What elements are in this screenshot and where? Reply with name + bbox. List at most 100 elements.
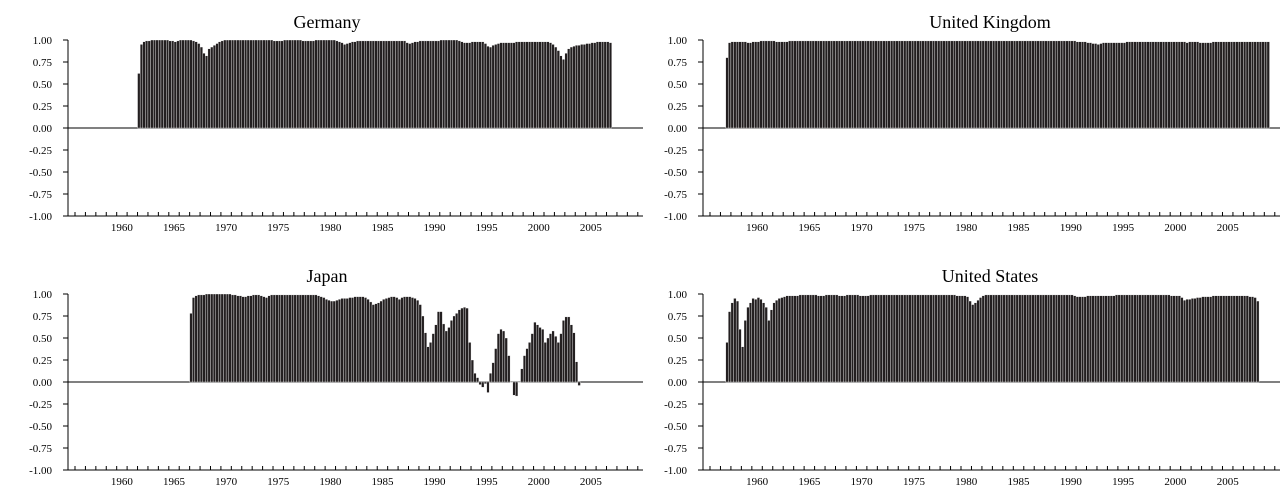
bar [194,41,198,129]
bar [966,40,970,129]
panel-germany: Germany 1.00 0.75 0.50 0.25 0.00 -0.25 -0.50 -0.… [29,12,643,234]
bar [530,333,534,383]
bar [528,342,532,383]
y-tick-label: 0.25 [668,101,688,113]
bar [1227,41,1231,129]
bar [984,40,988,129]
bar [546,337,550,383]
y-tick-label: -0.25 [664,145,687,157]
bar [764,307,768,383]
x-tick-label: 1980 [955,222,978,234]
bar [1049,40,1053,129]
bar [205,55,209,129]
bar [236,295,240,383]
bar [452,315,456,383]
bar [793,295,797,383]
bar [1190,41,1194,129]
bar [554,336,558,383]
bar [1047,40,1051,129]
bar [937,294,941,383]
bar [410,297,414,383]
bar [251,294,255,383]
bar [1026,294,1030,383]
bar [280,294,284,383]
bar [1201,296,1205,383]
bar [473,41,477,129]
bar [499,42,503,129]
bar [369,301,373,383]
bar [817,295,820,383]
bar [450,320,453,383]
bar [1201,42,1205,129]
bar [220,293,224,383]
x-tick-label: 1990 [1060,476,1083,488]
bar [1125,41,1129,129]
bar [345,298,349,383]
bar [577,381,581,386]
bar [1107,295,1111,383]
bar [163,39,167,129]
bar [335,40,339,129]
bar [244,39,248,129]
bar [809,294,813,383]
bar [950,294,954,383]
bar [225,39,229,129]
bar [361,296,365,383]
bar [793,40,797,129]
bar [1217,41,1221,129]
bar [945,40,949,129]
bar [358,40,362,129]
bar [418,304,422,383]
bar [1266,41,1270,129]
bar [827,294,831,383]
bar [926,40,930,129]
bar [1002,294,1006,383]
y-tick-label: 0.75 [668,57,688,69]
bar [1060,40,1064,129]
bar [150,39,154,129]
bar [168,40,172,129]
bar [145,40,149,129]
bar [478,41,482,129]
bar [866,295,870,383]
bar [1256,300,1260,383]
bar [1020,40,1024,129]
bar [783,296,787,383]
panel-title: Japan [307,266,348,286]
bar [843,295,847,383]
bar [984,294,988,383]
bar [1099,43,1103,129]
bar [811,40,815,129]
y-tick-label: 1.00 [668,35,688,47]
bar [442,323,446,383]
bar [267,39,271,129]
x-tick-label: 1965 [798,222,821,234]
bar [1122,42,1126,129]
bar [911,40,915,129]
bar [1023,40,1027,129]
bar [337,41,341,129]
bar [837,295,841,383]
bar [858,40,862,129]
bar [335,299,339,383]
bar [1070,294,1074,383]
bar [890,40,894,129]
bar [533,321,537,383]
bar [1151,294,1155,383]
bar [905,294,909,383]
bar [1086,42,1090,129]
bar [528,41,532,129]
bar [725,342,729,383]
bar [929,294,933,383]
bar [348,42,352,129]
y-tick-label: 0.00 [668,123,688,135]
bar [431,40,435,129]
bar [238,39,242,129]
bar [301,40,305,129]
bar [1214,41,1218,129]
x-tick-label: 2005 [580,476,603,488]
bar [780,41,784,129]
bar [756,41,760,129]
bar [1013,294,1017,383]
bar [538,41,542,129]
